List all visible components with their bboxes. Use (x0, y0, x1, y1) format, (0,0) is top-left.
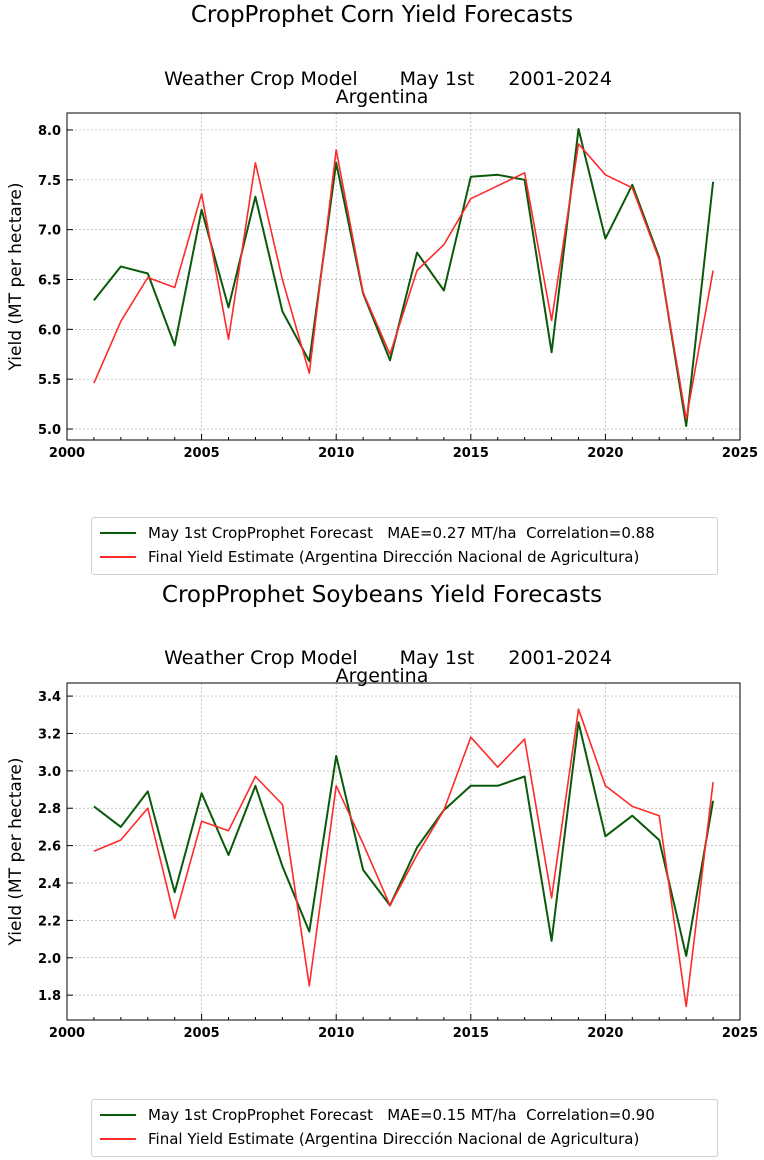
corn-chart-subtitle: Weather Crop Model May 1st 2001-2024 (0, 46, 764, 90)
legend-item-forecast: May 1st CropProphet Forecast MAE=0.15 MT… (100, 1104, 655, 1126)
x-tick-label: 2005 (184, 446, 220, 461)
model-label: Weather Crop Model (164, 68, 358, 90)
y-tick-label: 7.5 (38, 174, 61, 189)
y-tick-label: 5.5 (38, 373, 61, 388)
corn-chart-title: CropProphet Corn Yield Forecasts (190, 2, 574, 28)
y-tick-label: 3.0 (38, 765, 61, 780)
soy-chart-title: CropProphet Soybeans Yield Forecasts (161, 582, 603, 608)
y-tick-label: 1.8 (38, 989, 61, 1004)
series-line-forecast (93, 721, 715, 957)
x-tick-label: 2025 (722, 446, 758, 461)
soy-legend: May 1st CropProphet Forecast MAE=0.15 MT… (91, 1099, 718, 1157)
y-tick-label: 2.8 (38, 802, 61, 817)
series-line-final (93, 708, 714, 1008)
x-tick-label: 2000 (49, 1026, 85, 1041)
soy-yield-chart: 2000 2005 2010 2015 2020 2025 1.8 2.0 2.2 2.4 2.6 2… (6, 682, 758, 1041)
y-tick-label: 2.0 (38, 952, 61, 967)
y-tick-label: 8.0 (38, 124, 61, 139)
y-tick-label: 2.6 (38, 840, 61, 855)
plot-frame (66, 112, 741, 441)
x-tick-label: 2000 (49, 446, 85, 461)
y-axis-label: Yield (MT per hectare) (6, 183, 26, 372)
legend-item-forecast: May 1st CropProphet Forecast MAE=0.27 MT… (100, 522, 655, 544)
soy-chart-subtitle: Weather Crop Model May 1st 2001-2024 (0, 625, 764, 669)
x-tick-label: 2015 (453, 1026, 489, 1041)
y-tick-label: 7.0 (38, 224, 61, 239)
corn-chart-region: Argentina (335, 86, 429, 108)
years-label: 2001-2024 (508, 68, 612, 90)
y-tick-label: 6.0 (38, 323, 61, 338)
model-label: Weather Crop Model (164, 647, 358, 669)
x-tick-label: 2020 (587, 1026, 623, 1041)
legend-swatch-final (100, 1138, 136, 1140)
series-line-forecast (93, 128, 715, 427)
legend-item-final: Final Yield Estimate (Argentina Direcció… (100, 1128, 639, 1150)
y-tick-label: 5.0 (38, 423, 61, 438)
legend-label: May 1st CropProphet Forecast MAE=0.15 MT… (148, 1106, 655, 1124)
x-tick-label: 2010 (318, 1026, 354, 1041)
legend-label: May 1st CropProphet Forecast MAE=0.27 MT… (148, 524, 655, 542)
legend-swatch-forecast (100, 532, 136, 534)
y-tick-label: 3.4 (38, 690, 61, 705)
years-label: 2001-2024 (508, 647, 612, 669)
y-tick-label: 3.2 (38, 727, 61, 742)
y-tick-label: 2.4 (38, 877, 61, 892)
plot-frame (66, 682, 741, 1021)
y-tick-label: 6.5 (38, 273, 61, 288)
legend-swatch-final (100, 556, 136, 558)
x-tick-label: 2010 (318, 446, 354, 461)
date-label: May 1st (399, 68, 475, 90)
soy-chart-region: Argentina (335, 665, 429, 687)
legend-item-final: Final Yield Estimate (Argentina Direcció… (100, 546, 639, 568)
x-tick-label: 2005 (184, 1026, 220, 1041)
corn-legend: May 1st CropProphet Forecast MAE=0.27 MT… (91, 517, 718, 575)
legend-label: Final Yield Estimate (Argentina Direcció… (148, 1130, 640, 1148)
series-line-final (93, 143, 714, 420)
x-tick-label: 2025 (722, 1026, 758, 1041)
x-tick-label: 2020 (587, 446, 623, 461)
y-axis-label: Yield (MT per hectare) (6, 758, 26, 947)
y-tick-label: 2.2 (38, 914, 61, 929)
x-tick-label: 2015 (453, 446, 489, 461)
corn-yield-chart: 2000 2005 2010 2015 2020 2025 5.0 5.5 6.0 6.5 7.0 7… (6, 112, 758, 461)
legend-label: Final Yield Estimate (Argentina Direcció… (148, 548, 640, 566)
legend-swatch-forecast (100, 1114, 136, 1116)
date-label: May 1st (399, 647, 475, 669)
